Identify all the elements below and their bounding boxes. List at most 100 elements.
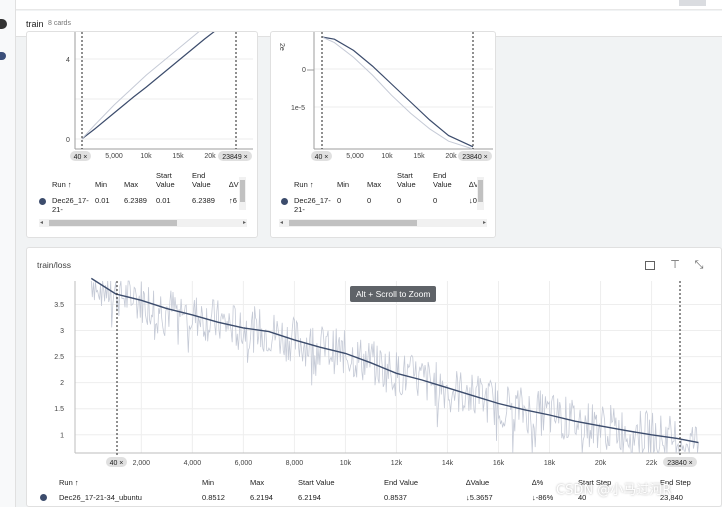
y-tick: 1.5 <box>54 406 64 413</box>
loss-chart[interactable]: 3.5 3 2.5 2 1.5 1 2,000 4,000 6,000 8,000 10k 12k 1… <box>27 248 722 473</box>
run-delta: ↑6 <box>229 196 237 205</box>
y-tick: 1 <box>60 432 64 439</box>
range-start-label: 40 × <box>315 154 329 161</box>
col-start-value[interactable]: Start Value <box>156 171 175 189</box>
run-start-step: 40 <box>578 493 587 502</box>
run-color-dot <box>281 198 288 205</box>
col-delta[interactable]: ∆V <box>469 180 479 189</box>
x-tick: 2,000 <box>133 460 151 467</box>
run-min: 0.01 <box>95 196 110 205</box>
col-start-value[interactable]: Start Value <box>298 478 335 487</box>
card2-hscroll[interactable]: ◂ ▸ <box>279 219 487 227</box>
col-end-value[interactable]: End Value <box>433 171 452 189</box>
scroll-right-icon[interactable]: ▸ <box>482 220 486 226</box>
col-delta-pct[interactable]: ∆% <box>532 478 544 487</box>
x-tick: 5,000 <box>346 153 364 160</box>
card1-chart[interactable]: 4 0 5,000 10k 15k 20k 40 × 23849 × <box>27 32 258 167</box>
fit-to-data-icon[interactable] <box>643 258 657 272</box>
range-end-pill[interactable] <box>218 151 252 161</box>
card1-table: Run ↑ Min Max Start Value End Value ∆V D… <box>27 171 257 221</box>
col-max[interactable]: Max <box>367 180 382 189</box>
col-end-value[interactable]: End Value <box>192 171 211 189</box>
run-color-dot <box>39 198 46 205</box>
y-tick: 2.5 <box>54 354 64 361</box>
card1-hscroll[interactable]: ◂ ▸ <box>39 219 247 227</box>
range-start-label: 40 × <box>110 460 124 467</box>
run-end: 0 <box>433 196 438 205</box>
zoom-tooltip: Alt + Scroll to Zoom <box>350 286 437 302</box>
group-card-count: 8 cards <box>48 20 71 27</box>
card2-vscroll[interactable] <box>477 177 484 210</box>
card-title: train/loss <box>37 260 72 270</box>
range-end-pill[interactable] <box>458 151 492 161</box>
range-end-label: 23840 × <box>462 154 488 161</box>
x-tick: 16k <box>493 460 505 467</box>
col-run[interactable]: Run ↑ <box>294 180 314 189</box>
scroll-right-icon[interactable]: ▸ <box>242 220 246 226</box>
y-tick: 4 <box>66 57 70 64</box>
run-end: 0.8537 <box>384 493 407 502</box>
col-max[interactable]: Max <box>124 180 139 189</box>
x-tick: 8,000 <box>286 460 304 467</box>
run-min: 0.8512 <box>202 493 225 502</box>
series-line-1 <box>81 32 200 140</box>
col-delta[interactable]: ∆V <box>229 180 239 189</box>
x-tick: 15k <box>172 153 184 160</box>
run-start: 0 <box>397 196 402 205</box>
run-delta-pct: ↓-86% <box>532 493 554 502</box>
group-title: train <box>26 19 44 29</box>
loss-table: Run ↑ Min Max Start Value End Value ∆Val… <box>27 476 721 506</box>
left-rail <box>0 0 16 507</box>
col-min[interactable]: Min <box>337 180 350 189</box>
x-tick: 12k <box>391 460 403 467</box>
x-tick: 14k <box>442 460 454 467</box>
card2-vscroll-thumb[interactable] <box>478 180 483 202</box>
x-tick: 20k <box>204 153 216 160</box>
range-start-pill[interactable] <box>70 151 91 161</box>
card2-table: Run ↑ Min Max Start Value End Value ∆V D… <box>271 171 495 221</box>
col-start-step[interactable]: Start Step <box>578 478 612 487</box>
scroll-left-icon[interactable]: ◂ <box>40 220 44 226</box>
run-max: 6.2194 <box>250 493 273 502</box>
card1-vscroll[interactable] <box>239 177 246 210</box>
scroll-left-icon[interactable]: ◂ <box>280 220 284 226</box>
range-start-pill[interactable] <box>311 151 332 161</box>
x-tick: 22k <box>646 460 658 467</box>
col-min[interactable]: Min <box>95 180 108 189</box>
col-start-value[interactable]: Start Value <box>397 171 416 189</box>
y-tick: 3 <box>60 328 64 335</box>
x-tick: 10k <box>340 460 352 467</box>
run-color-dot <box>40 494 47 501</box>
series-line-0 <box>81 32 215 140</box>
pin-icon[interactable]: ⊤ <box>670 259 680 271</box>
range-end-pill[interactable] <box>663 457 697 467</box>
card2-hscroll-thumb[interactable] <box>289 220 417 226</box>
run-name: Dec26_17-21-34_ubuntu <box>294 196 331 215</box>
range-start-pill[interactable] <box>106 457 127 467</box>
scalar-card-loss: train/loss ⊤ ⤡ 3.5 3 2.5 2 1.5 1 2,000 4,000 6,… <box>26 247 722 507</box>
rail-icon[interactable] <box>0 19 7 29</box>
x-tick: 15k <box>413 153 425 160</box>
y-tick: 2e <box>278 43 285 51</box>
col-run[interactable]: Run ↑ <box>52 180 72 189</box>
top-scroll-thumb[interactable] <box>679 0 706 6</box>
card1-hscroll-thumb[interactable] <box>49 220 177 226</box>
raw-loss-line <box>90 280 699 454</box>
card2-chart[interactable]: 2e 0 1e-5 5,000 10k 15k 20k 40 × 23840 × <box>271 32 496 167</box>
card1-vscroll-thumb[interactable] <box>240 180 245 202</box>
expand-icon[interactable]: ⤡ <box>694 259 704 271</box>
x-tick: 10k <box>140 153 152 160</box>
run-name: Dec26_17-21-34_ubuntu <box>52 196 89 215</box>
col-delta-value[interactable]: ∆Value <box>466 478 490 487</box>
col-min[interactable]: Min <box>202 478 215 487</box>
rail-indicator-icon[interactable] <box>0 52 6 60</box>
run-delta-value: ↓5.3657 <box>466 493 493 502</box>
top-strip <box>16 0 722 10</box>
col-max[interactable]: Max <box>250 478 265 487</box>
col-run[interactable]: Run ↑ <box>59 478 79 487</box>
x-tick: 20k <box>445 153 457 160</box>
x-tick: 18k <box>544 460 556 467</box>
y-tick: 0 <box>302 67 306 74</box>
col-end-step[interactable]: End Step <box>660 478 691 487</box>
col-end-value[interactable]: End Value <box>384 478 419 487</box>
